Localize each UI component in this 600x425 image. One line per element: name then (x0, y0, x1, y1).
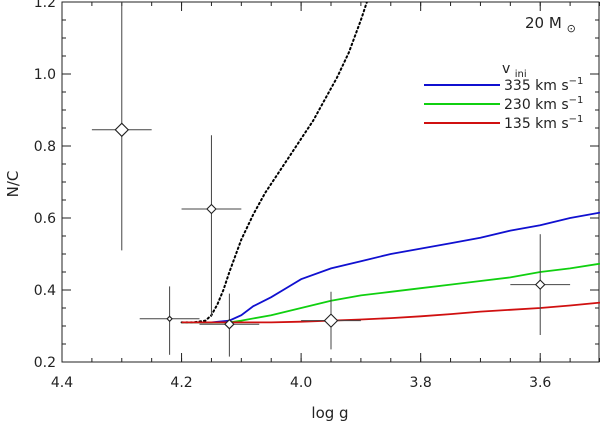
mass-annotation: 20 M ⊙ (525, 14, 576, 35)
y-tick-label: 1.2 (34, 0, 56, 11)
y-tick-label: 0.8 (34, 139, 56, 155)
series-line-3 (181, 301, 600, 324)
legend-label: 135 km s−1 (504, 114, 583, 132)
legend-title: v ini (502, 61, 527, 80)
observation-point (199, 293, 260, 357)
axes: 4.4 4.2 4.0 3.8 3.6 0.2 0.4 0.6 0.8 1.0 1.2 (34, 0, 600, 391)
x-tick-label: 3.8 (410, 375, 432, 391)
observation-point (181, 135, 242, 317)
x-axis-label: log g (311, 404, 348, 422)
y-tick-label: 0.6 (34, 211, 56, 227)
observation-point (301, 291, 361, 350)
y-axis-label: N/C (4, 171, 22, 198)
y-tick-label: 0.2 (34, 355, 56, 371)
diamond-marker (534, 279, 546, 290)
series-line-1 (181, 211, 600, 324)
diamond-marker (206, 203, 217, 215)
diamond-marker (166, 315, 173, 323)
diamond-marker (224, 318, 235, 330)
y-tick-label: 0.4 (34, 283, 56, 299)
x-tick-label: 4.2 (170, 375, 192, 391)
observations-group (91, 2, 571, 357)
x-tick-label: 4.4 (51, 375, 73, 391)
legend-label: 335 km s−1 (504, 76, 583, 94)
x-tick-label: 3.6 (529, 375, 551, 391)
observation-point (91, 2, 152, 251)
observation-point (510, 234, 571, 335)
x-tick-label: 4.0 (290, 375, 312, 391)
legend-label: 230 km s−1 (504, 95, 583, 113)
diamond-marker (114, 122, 130, 138)
diamond-marker (323, 313, 339, 328)
series-line-0 (180, 2, 368, 324)
y-tick-label: 1.0 (34, 67, 56, 83)
series-group (180, 2, 600, 324)
observation-point (139, 286, 200, 355)
